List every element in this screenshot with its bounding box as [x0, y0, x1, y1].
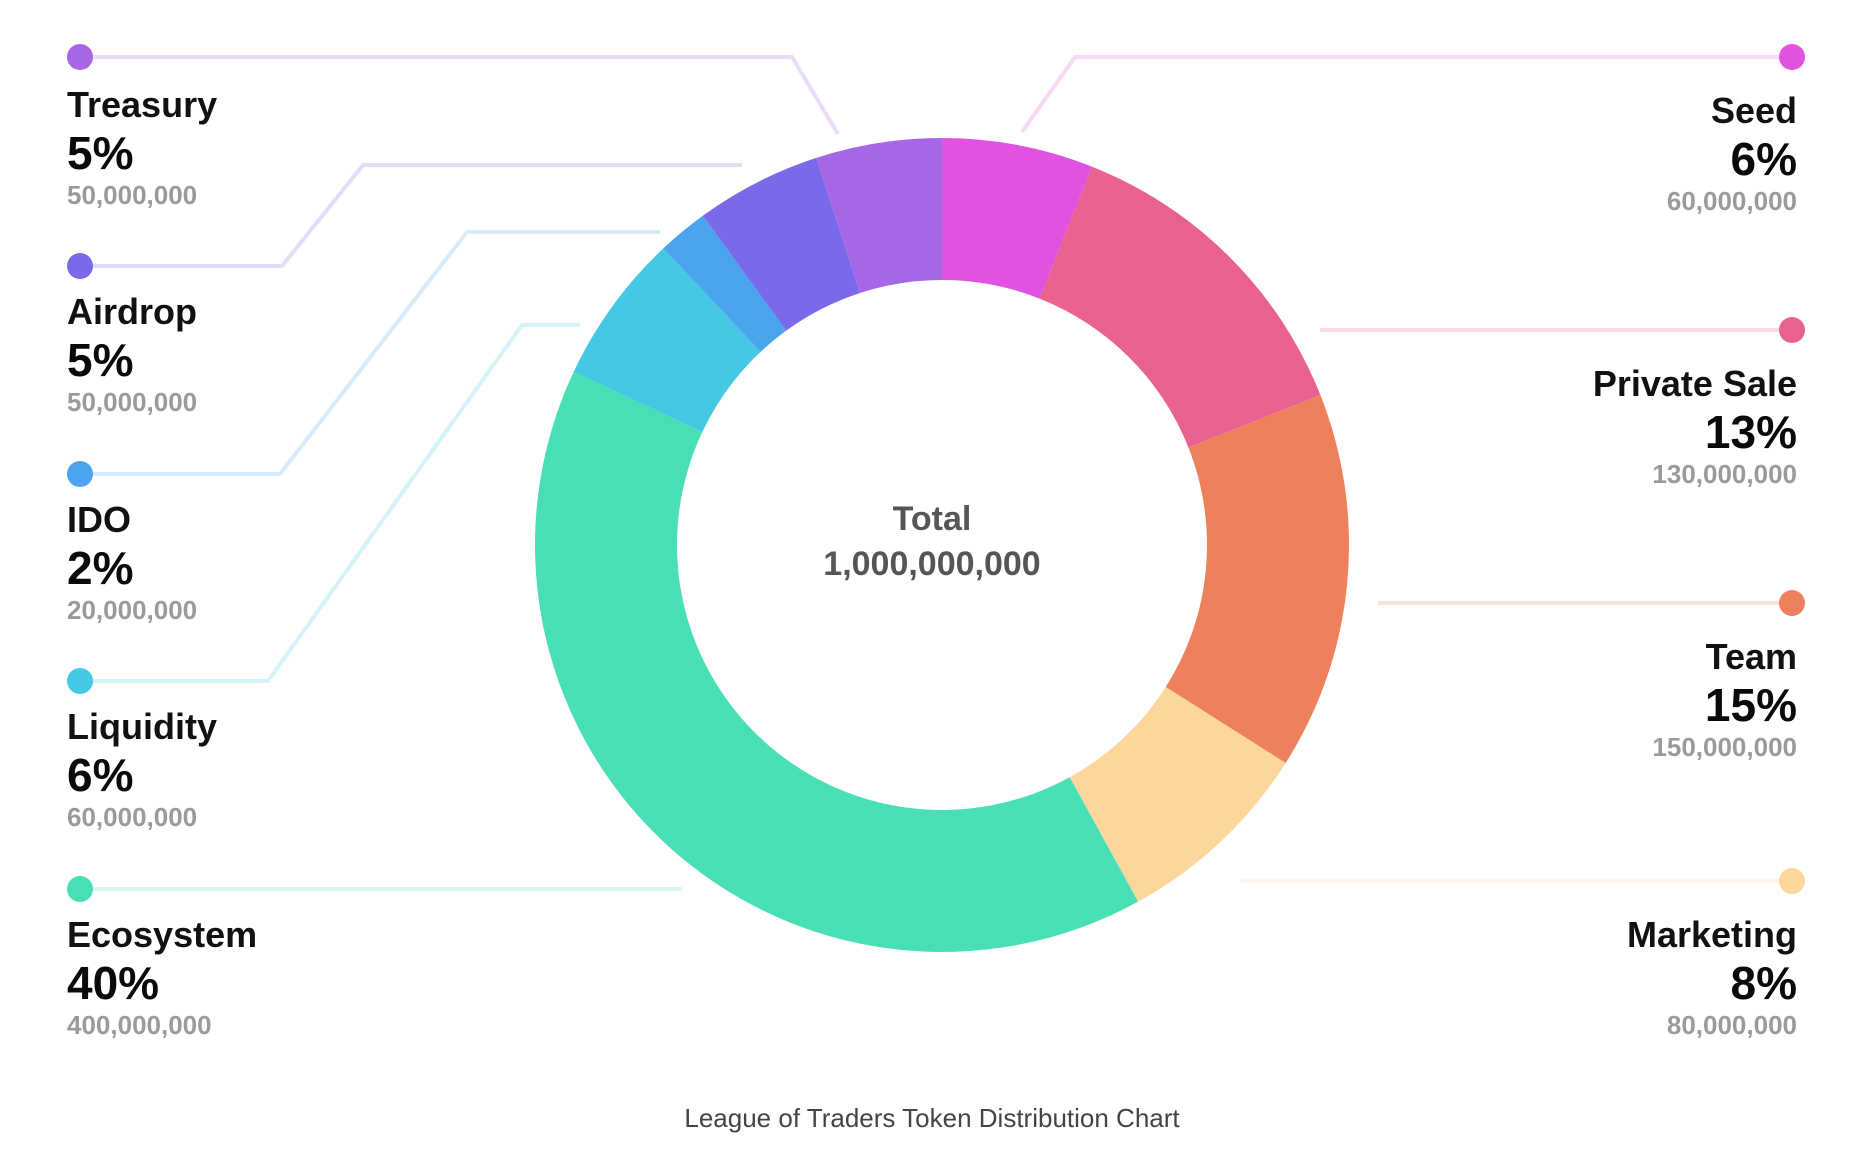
- legend-entry-treasury: Treasury 5% 50,000,000: [67, 84, 467, 210]
- slice-team: [1165, 395, 1349, 764]
- legend-name-airdrop: Airdrop: [67, 291, 197, 332]
- legend-pct-private-sale: 13%: [1704, 406, 1797, 458]
- slice-seed: [942, 138, 1092, 299]
- legend-dot-marketing: [1779, 868, 1805, 894]
- connector-liquidity: [80, 323, 580, 683]
- legend-amt-treasury: 50,000,000: [67, 180, 198, 210]
- legend-pct-airdrop: 5%: [67, 334, 134, 386]
- legend-entry-seed: Seed 6% 60,000,000: [1397, 90, 1797, 216]
- legend-pct-liquidity: 6%: [67, 749, 134, 801]
- slice-ido: [663, 215, 787, 352]
- legend-pct-treasury: 5%: [67, 127, 134, 179]
- legend-name-treasury: Treasury: [67, 84, 218, 125]
- legend-dot-private-sale: [1779, 317, 1805, 343]
- legend-name-team: Team: [1705, 636, 1797, 677]
- legend-dot-ido: [67, 461, 93, 487]
- legend-name-ido: IDO: [67, 499, 132, 540]
- legend-dot-team: [1779, 590, 1805, 616]
- legend-pct-seed: 6%: [1730, 133, 1797, 185]
- legend-amt-marketing: 80,000,000: [1666, 1010, 1797, 1040]
- legend-amt-ido: 20,000,000: [67, 595, 198, 625]
- legend-amt-team: 150,000,000: [1652, 732, 1797, 762]
- connector-airdrop: [80, 163, 742, 268]
- legend-dot-liquidity: [67, 668, 93, 694]
- legend-entry-team: Team 15% 150,000,000: [1397, 636, 1797, 762]
- legend-amt-liquidity: 60,000,000: [67, 802, 198, 832]
- legend-entry-liquidity: Liquidity 6% 60,000,000: [67, 706, 467, 832]
- legend-name-ecosystem: Ecosystem: [67, 914, 258, 955]
- legend-dot-airdrop: [67, 253, 93, 279]
- center-total-value: 1,000,000,000: [823, 545, 1041, 583]
- connector-seed: [1020, 55, 1792, 134]
- legend-dot-ecosystem: [67, 876, 93, 902]
- legend-name-private-sale: Private Sale: [1592, 363, 1797, 404]
- center-total-label: Total: [892, 500, 972, 538]
- legend-pct-team: 15%: [1704, 679, 1797, 731]
- legend-entry-ido: IDO 2% 20,000,000: [67, 499, 467, 625]
- legend-pct-ecosystem: 40%: [67, 957, 160, 1009]
- legend-name-seed: Seed: [1710, 90, 1797, 131]
- legend-amt-seed: 60,000,000: [1666, 186, 1797, 216]
- legend-pct-ido: 2%: [67, 542, 134, 594]
- legend-entry-airdrop: Airdrop 5% 50,000,000: [67, 291, 467, 417]
- legend-entry-ecosystem: Ecosystem 40% 400,000,000: [67, 914, 467, 1040]
- legend-entry-private-sale: Private Sale 13% 130,000,000: [1397, 363, 1797, 489]
- legend-name-liquidity: Liquidity: [67, 706, 217, 747]
- slice-airdrop: [702, 157, 861, 331]
- legend-entry-marketing: Marketing 8% 80,000,000: [1397, 914, 1797, 1040]
- legend-pct-marketing: 8%: [1730, 957, 1797, 1009]
- legend-amt-airdrop: 50,000,000: [67, 387, 198, 417]
- connector-ido: [80, 230, 660, 476]
- legend-amt-private-sale: 130,000,000: [1652, 459, 1797, 489]
- chart-title: League of Traders Token Distribution Cha…: [684, 1103, 1180, 1133]
- legend-name-marketing: Marketing: [1626, 914, 1797, 955]
- slice-ecosystem: [535, 371, 1139, 952]
- slice-liquidity: [573, 248, 761, 433]
- slice-private-sale: [1039, 166, 1321, 448]
- slice-treasury: [816, 138, 942, 293]
- legend-dot-seed: [1779, 44, 1805, 70]
- connector-treasury: [80, 55, 840, 136]
- legend-amt-ecosystem: 400,000,000: [67, 1010, 212, 1040]
- legend-dot-treasury: [67, 44, 93, 70]
- slice-marketing: [1069, 686, 1286, 902]
